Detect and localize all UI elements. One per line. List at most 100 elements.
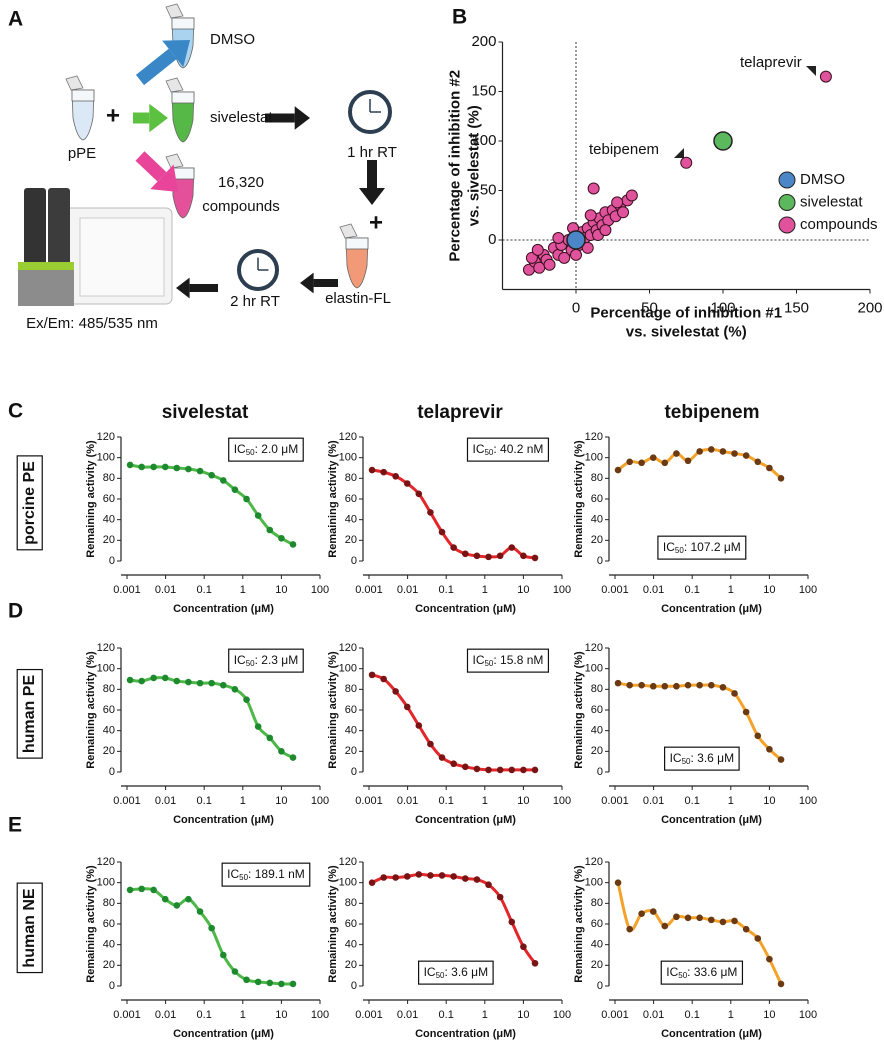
y-tick-label: 60 xyxy=(103,704,115,716)
x-tick-label: 0.001 xyxy=(113,584,141,596)
point xyxy=(403,873,411,880)
point xyxy=(649,454,657,461)
point xyxy=(185,895,192,903)
x-tick-label: 100 xyxy=(311,584,329,596)
tube-top xyxy=(171,17,195,30)
x-tick-label: 1 xyxy=(728,1009,734,1021)
point xyxy=(462,763,469,771)
x-tick-label: 10 xyxy=(275,795,287,807)
point xyxy=(543,258,556,271)
panel-label: B xyxy=(452,6,467,29)
x-tick-label: 0.01 xyxy=(643,584,664,596)
point xyxy=(438,754,446,761)
legend-marker xyxy=(778,171,796,189)
x-tick-label: 0.1 xyxy=(685,1009,700,1021)
point xyxy=(673,450,680,457)
row-label-group: human PE xyxy=(16,668,43,759)
point xyxy=(196,467,204,475)
x-tick-label: 0.001 xyxy=(601,1009,629,1021)
ic50-box xyxy=(228,648,304,673)
point xyxy=(766,464,773,472)
ic50-label: IC50: 2.3 μM xyxy=(234,653,299,668)
x-tick-label: 0.001 xyxy=(601,584,629,596)
x-tick-label: 10 xyxy=(763,584,775,596)
point xyxy=(380,874,387,881)
y-tick-label: 0 xyxy=(351,980,357,992)
point xyxy=(208,924,215,932)
point xyxy=(462,550,469,558)
x-tick-label: 0.01 xyxy=(155,1009,176,1021)
point xyxy=(673,682,680,690)
point xyxy=(696,914,703,922)
point xyxy=(520,943,527,951)
point xyxy=(173,677,181,685)
x-tick-label: 0.01 xyxy=(643,795,664,807)
y-tick-label: 20 xyxy=(591,745,603,757)
y-axis-label: Percentage of inhibition #2 xyxy=(446,70,463,262)
ic50-box xyxy=(466,437,550,462)
y-tick-label: 80 xyxy=(345,683,357,695)
tube-lid xyxy=(339,223,358,239)
legend-label: compounds xyxy=(800,216,878,233)
x-axis-label: Concentration (μM) xyxy=(661,603,762,615)
y-tick-label: 60 xyxy=(345,918,357,930)
y-tick-label: 80 xyxy=(103,683,115,695)
point xyxy=(696,448,703,455)
y-tick-label: 0 xyxy=(597,766,603,778)
y-tick-label: 20 xyxy=(345,959,357,971)
point xyxy=(485,881,492,889)
point xyxy=(368,466,376,474)
y-tick-label: 100 xyxy=(585,663,603,675)
arrow-head xyxy=(176,277,190,299)
point xyxy=(208,471,215,479)
ic50-box xyxy=(228,437,304,462)
point xyxy=(684,681,692,689)
point xyxy=(614,679,622,687)
y-tick-label: 0 xyxy=(597,980,603,992)
x-tick-label: 10 xyxy=(275,1009,287,1021)
x-axis-label: Concentration (μM) xyxy=(661,814,762,826)
y-tick-label: 40 xyxy=(103,725,115,737)
point-annotation: telaprevir xyxy=(740,54,802,71)
schematic-label: 16,320 xyxy=(218,174,264,191)
x-tick-label: 0 xyxy=(572,299,580,316)
y-tick-label: 20 xyxy=(103,534,115,546)
x-tick-label: 1 xyxy=(482,584,488,596)
point xyxy=(638,681,645,689)
point xyxy=(138,463,145,471)
schematic-label: pPE xyxy=(68,145,96,162)
x-tick-label: 1 xyxy=(482,1009,488,1021)
point xyxy=(531,243,544,256)
pointer-tebipenem xyxy=(674,148,684,158)
legend-label: DMSO xyxy=(800,171,845,188)
point xyxy=(392,472,399,480)
point xyxy=(278,748,285,755)
schematic-label: elastin-FL xyxy=(325,290,391,307)
y-tick-label: 100 xyxy=(97,877,115,889)
point xyxy=(708,916,715,924)
ic50-box xyxy=(663,746,740,771)
point xyxy=(566,230,586,250)
x-tick-label: 150 xyxy=(784,299,809,316)
x-tick-label: 10 xyxy=(275,584,287,596)
point xyxy=(173,464,181,472)
point xyxy=(599,224,612,237)
point xyxy=(427,740,434,748)
x-tick-label: 1 xyxy=(482,795,488,807)
arrow-head xyxy=(149,103,168,133)
instrument-stripe xyxy=(18,262,74,270)
y-tick-label: 100 xyxy=(585,877,603,889)
x-tick-label: 10 xyxy=(763,1009,775,1021)
instrument-door xyxy=(79,217,165,297)
point xyxy=(243,976,250,984)
point xyxy=(289,754,297,761)
y-axis-label: Remaining activity (%) xyxy=(573,651,585,769)
y-tick-label: 120 xyxy=(585,856,603,868)
y-tick-label: 60 xyxy=(591,493,603,505)
point xyxy=(126,886,134,894)
x-tick-label: 1 xyxy=(728,584,734,596)
x-axis-label: Concentration (μM) xyxy=(415,814,516,826)
y-tick-label: 120 xyxy=(97,856,115,868)
point xyxy=(196,679,204,687)
